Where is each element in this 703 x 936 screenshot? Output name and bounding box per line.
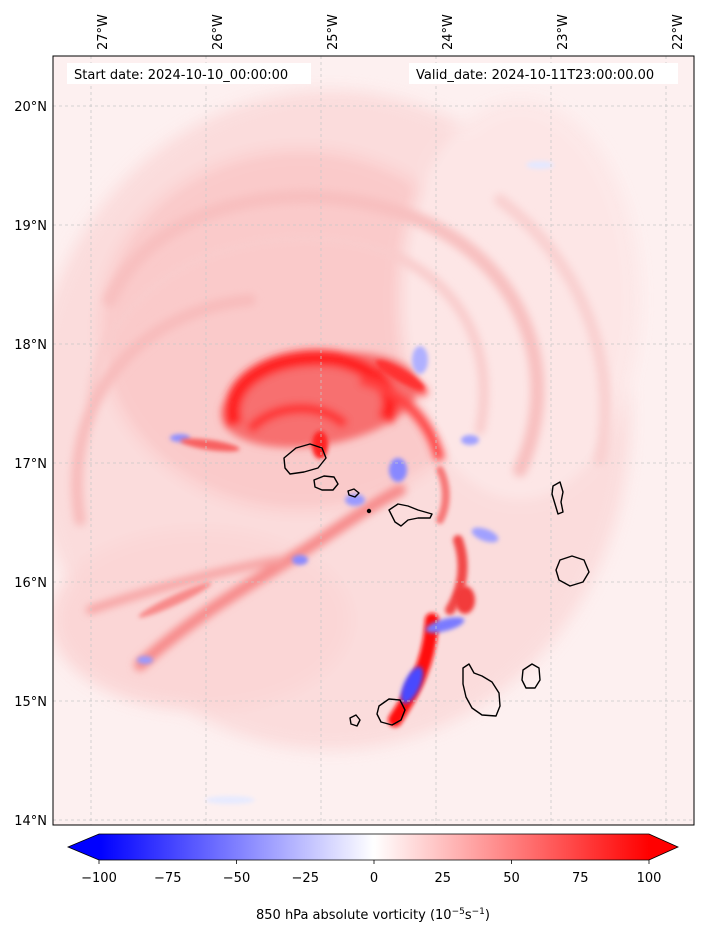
vorticity-field [53,90,640,804]
island-sao-vicente [313,475,339,491]
lon-label-27w: 27°W [96,14,111,50]
valid-date-label: Valid_date: 2024-10-11T23:00:00.00 [416,68,654,83]
colorbar-max-extend [649,834,678,860]
lon-label-24w: 24°W [441,14,456,50]
valid-date-box [409,63,678,84]
island-maio [521,663,541,689]
longitude-labels: 27°W 26°W 25°W 24°W 23°W 22°W [96,14,686,50]
island-santo-antao [283,443,327,475]
lat-label-20n: 20°N [14,100,47,115]
start-date-box [67,63,311,84]
lon-label-23w: 23°W [556,14,571,50]
colorbar-tick-neg25: −25 [292,871,319,886]
colorbar-tick-neg100: −100 [81,871,117,886]
island-boa-vista [555,555,590,587]
lat-label-19n: 19°N [14,219,47,234]
colorbar-label: 850 hPa absolute vorticity (10−5s−1) [256,907,490,923]
lon-label-22w: 22°W [671,14,686,50]
island-santa-luzia [347,488,360,498]
island-sal [551,481,564,515]
start-date-label: Start date: 2024-10-10_00:00:00 [74,68,288,83]
map-panel: Start date: 2024-10-10_00:00:00 Valid_da… [14,14,695,829]
island-brava [349,714,361,727]
colorbar-tick-100: 100 [637,871,662,886]
colorbar-tick-0: 0 [370,871,378,886]
colorbar-min-extend [68,834,99,860]
island-fogo [376,698,406,726]
map-frame [52,55,695,826]
island-santiago [462,663,501,717]
colorbar-gradient [99,834,649,860]
colorbar: −100 −75 −50 −25 0 25 50 75 100 850 hPa … [66,833,679,923]
latitude-labels: 20°N 19°N 18°N 17°N 16°N 15°N 14°N [14,100,47,829]
lat-label-17n: 17°N [14,457,47,472]
colorbar-tick-25: 25 [434,871,451,886]
colorbar-tick-50: 50 [503,871,520,886]
coastlines [283,443,590,727]
colorbar-tick-neg75: −75 [154,871,181,886]
lon-label-26w: 26°W [211,14,226,50]
lat-label-18n: 18°N [14,338,47,353]
lat-label-14n: 14°N [14,814,47,829]
lon-label-25w: 25°W [326,14,341,50]
island-sao-nicolau [388,503,433,527]
lat-label-15n: 15°N [14,695,47,710]
map-gridlines [53,56,694,825]
colorbar-tick-neg50: −50 [223,871,250,886]
lat-label-16n: 16°N [14,576,47,591]
colorbar-tick-75: 75 [572,871,589,886]
